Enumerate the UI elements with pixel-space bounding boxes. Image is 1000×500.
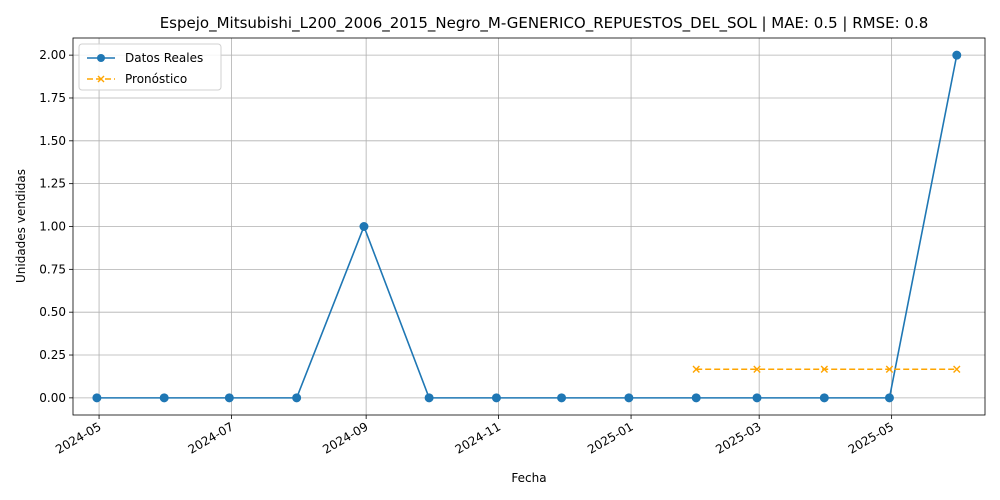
forecast-point-stroke (692, 365, 700, 373)
data-point (557, 393, 567, 403)
forecast-point (820, 365, 829, 373)
y-tick-label: 1.25 (39, 177, 66, 191)
y-tick-label: 1.00 (39, 220, 66, 234)
y-tick-label: 0.75 (39, 262, 66, 276)
y-axis-label: Unidades vendidas (14, 169, 28, 283)
forecast-point (692, 365, 700, 373)
data-point (752, 393, 762, 403)
data-point (884, 393, 894, 403)
series-layer (92, 50, 962, 403)
y-tick-label: 1.75 (39, 91, 66, 105)
forecast-point (953, 365, 961, 373)
forecast-point-stroke (820, 365, 829, 373)
legend-marker-circle (97, 54, 105, 62)
y-tick-label: 0.25 (39, 348, 66, 362)
legend-label-0: Datos Reales (125, 51, 203, 65)
data-point (624, 393, 634, 403)
plot-frame (72, 37, 986, 416)
y-tick-label: 0.00 (39, 391, 66, 405)
forecast-point-stroke (953, 365, 961, 373)
data-point (92, 393, 102, 403)
legend-marker-x (97, 75, 105, 83)
data-point (292, 393, 302, 403)
series-line-0 (96, 54, 958, 399)
data-point (952, 50, 962, 60)
data-point (224, 393, 234, 403)
legend: Datos Reales Pronóstico (78, 43, 222, 91)
forecast-point-stroke (885, 365, 894, 373)
data-point (819, 393, 829, 403)
forecast-point (885, 365, 894, 373)
y-tick-label: 0.50 (39, 305, 66, 319)
x-axis-label: Fecha (511, 471, 546, 485)
data-point (424, 393, 434, 403)
data-point (159, 393, 169, 403)
forecast-point-stroke (753, 365, 761, 373)
data-point (691, 393, 701, 403)
data-point (359, 222, 369, 231)
chart-title: Espejo_Mitsubishi_L200_2006_2015_Negro_M… (160, 14, 929, 33)
data-point (491, 393, 501, 403)
grid (73, 38, 985, 415)
legend-label-1: Pronóstico (125, 72, 187, 86)
y-tick-label: 2.00 (39, 48, 66, 62)
y-tick-label: 1.50 (39, 134, 66, 148)
forecast-point (753, 365, 761, 373)
